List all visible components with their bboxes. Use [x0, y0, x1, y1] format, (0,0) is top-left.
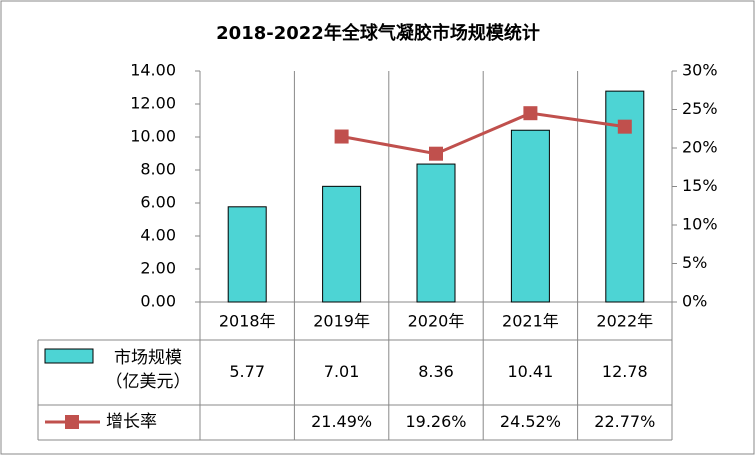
- y2-tick-label: 15%: [682, 176, 718, 195]
- table-value: 10.41: [507, 362, 553, 381]
- y-tick-label: 14.00: [130, 61, 176, 80]
- legend-label: 增长率: [106, 412, 157, 432]
- bar: [227, 206, 267, 303]
- growth-marker: [429, 146, 443, 161]
- table-value: 8.36: [418, 362, 454, 381]
- growth-marker: [334, 129, 349, 144]
- y2-tick-label: 5%: [682, 253, 707, 272]
- y-tick-label: 12.00: [130, 94, 176, 113]
- y2-tick-label: 10%: [682, 215, 718, 234]
- growth-marker: [617, 119, 632, 134]
- legend-swatch: [44, 348, 94, 364]
- y2-tick-label: 20%: [682, 138, 718, 157]
- bar: [322, 185, 362, 303]
- y-tick-label: 4.00: [140, 226, 176, 245]
- table-value: 5.77: [229, 362, 265, 381]
- x-tick-label: 2020年: [408, 312, 465, 331]
- y2-tick-label: 25%: [682, 99, 718, 118]
- chart-title: 2018-2022年全球气凝胶市场规模统计: [216, 22, 540, 44]
- x-tick-label: 2022年: [596, 312, 653, 331]
- x-tick-label: 2019年: [313, 312, 370, 331]
- y-tick-label: 2.00: [140, 259, 176, 278]
- table-value: 19.26%: [405, 412, 466, 431]
- y-tick-label: 10.00: [130, 127, 176, 146]
- table-value: 22.77%: [594, 412, 655, 431]
- y-tick-label: 6.00: [140, 193, 176, 212]
- table-value: 21.49%: [311, 412, 372, 431]
- table-value: 24.52%: [500, 412, 561, 431]
- legend-label: 市场规模（亿美元）: [105, 348, 191, 392]
- y2-tick-label: 30%: [682, 61, 718, 80]
- y-tick-label: 0.00: [140, 292, 176, 311]
- x-tick-label: 2018年: [219, 312, 276, 331]
- legend-marker: [65, 415, 79, 429]
- bar: [416, 163, 456, 303]
- growth-marker: [523, 106, 538, 121]
- table-value: 7.01: [324, 362, 360, 381]
- table-value: 12.78: [602, 362, 648, 381]
- y-tick-label: 8.00: [140, 160, 176, 179]
- bar: [510, 129, 550, 303]
- x-tick-label: 2021年: [502, 312, 559, 331]
- growth-line: [341, 111, 626, 156]
- y2-tick-label: 0%: [682, 292, 707, 311]
